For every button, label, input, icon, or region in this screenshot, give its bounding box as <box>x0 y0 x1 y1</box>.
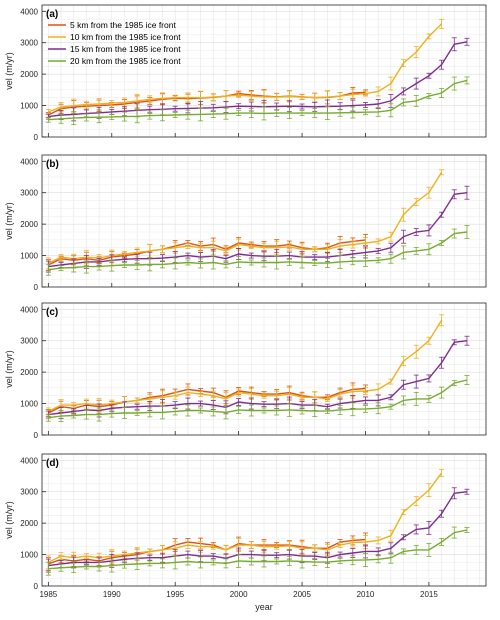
x-tick-label: 2015 <box>420 590 438 599</box>
y-tick-label: 2000 <box>20 368 38 377</box>
x-tick-label: 1985 <box>39 590 57 599</box>
legend: 5 km from the 1985 ice front 10 km from t… <box>48 20 181 66</box>
series-line-s10 <box>47 171 443 265</box>
y-tick-label: 0 <box>34 431 39 440</box>
series-line-s15 <box>48 192 468 268</box>
series-line-s10 <box>48 23 443 113</box>
series-line-s10 <box>47 472 443 564</box>
plot-frame <box>41 4 487 138</box>
series-line-s20 <box>48 379 468 419</box>
plot-frame <box>41 453 487 587</box>
legend-entry-s15: 15 km from the 1985 ice front <box>70 44 181 54</box>
y-tick-label: 1000 <box>20 102 38 111</box>
y-tick-label: 4000 <box>20 456 38 465</box>
y-tick-label: 3000 <box>20 39 38 48</box>
y-tick-label: 0 <box>34 133 39 142</box>
plot-frame <box>41 302 487 436</box>
y-axis-label: vel (m/yr) <box>4 501 14 539</box>
y-tick-label: 3000 <box>20 337 38 346</box>
series-line-s15 <box>48 491 468 567</box>
x-tick-label: 2005 <box>293 590 311 599</box>
y-tick-label: 3000 <box>20 189 38 198</box>
y-tick-label: 4000 <box>20 305 38 314</box>
y-axis-label: vel (m/yr) <box>4 350 14 388</box>
x-tick-label: 1995 <box>166 590 184 599</box>
legend-entry-s20: 20 km from the 1985 ice front <box>70 56 181 66</box>
series-line-s20 <box>48 529 468 570</box>
panel-label: (a) <box>46 9 58 20</box>
panel-1: 0 1000 2000 3000 4000 vel (m/yr) (b) <box>4 154 487 292</box>
series-line-s20 <box>48 79 468 121</box>
series-line-s15 <box>48 41 468 118</box>
y-tick-label: 0 <box>34 283 39 292</box>
panel-3: 0 1000 2000 3000 4000 1985 1990 1995 2000 2005 201… <box>4 453 487 612</box>
legend-entry-s5: 5 km from the 1985 ice front <box>70 20 176 30</box>
y-tick-label: 4000 <box>20 157 38 166</box>
series-line-s20 <box>48 231 468 271</box>
y-tick-label: 1000 <box>20 400 38 409</box>
y-tick-label: 1000 <box>20 252 38 261</box>
series-line-s15 <box>48 340 468 416</box>
x-tick-label: 1990 <box>103 590 121 599</box>
y-tick-label: 4000 <box>20 7 38 16</box>
panel-2: 0 1000 2000 3000 4000 vel (m/yr) (c) <box>4 302 487 440</box>
panel-label: (d) <box>46 458 59 469</box>
y-tick-label: 2000 <box>20 220 38 229</box>
x-tick-label: 2000 <box>230 590 248 599</box>
plot-frame <box>41 154 487 288</box>
y-tick-label: 2000 <box>20 519 38 528</box>
panel-label: (c) <box>46 307 58 318</box>
y-tick-label: 3000 <box>20 488 38 497</box>
y-axis-label: vel (m/yr) <box>4 52 14 90</box>
legend-entry-s10: 10 km from the 1985 ice front <box>70 32 181 42</box>
y-axis-label: vel (m/yr) <box>4 202 14 240</box>
series-line-s10 <box>47 319 443 413</box>
x-tick-label: 2010 <box>357 590 375 599</box>
y-tick-label: 1000 <box>20 551 38 560</box>
y-tick-label: 0 <box>34 582 39 591</box>
panel-label: (b) <box>46 159 59 170</box>
y-tick-label: 2000 <box>20 70 38 79</box>
x-axis-label: year <box>255 602 273 612</box>
